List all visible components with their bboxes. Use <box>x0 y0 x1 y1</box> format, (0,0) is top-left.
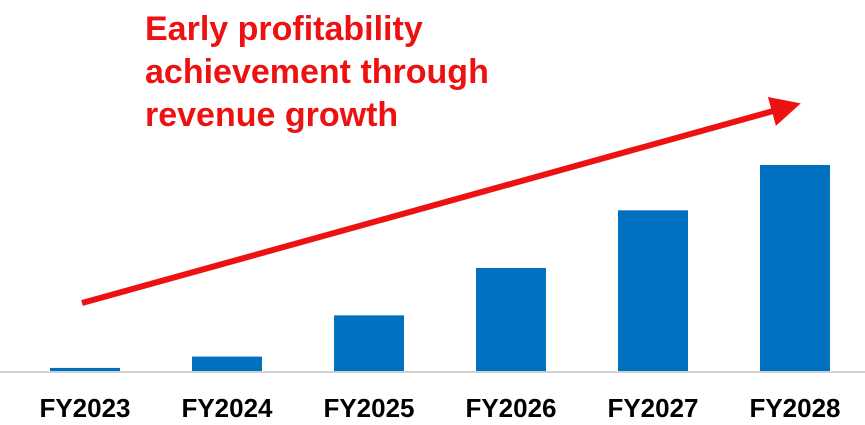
x-tick-label: FY2024 <box>181 393 273 423</box>
x-tick-label: FY2025 <box>323 393 414 423</box>
bar <box>760 165 830 371</box>
x-tick-label: FY2026 <box>465 393 556 423</box>
x-tick-label: FY2023 <box>39 393 130 423</box>
bar <box>618 210 688 371</box>
chart-title: Early profitability achievement through … <box>145 10 489 134</box>
x-tick-label: FY2027 <box>607 393 698 423</box>
bar <box>50 367 120 371</box>
bar <box>334 315 404 371</box>
x-tick-label: FY2028 <box>749 393 840 423</box>
growth-arrow <box>81 96 801 306</box>
bar <box>476 268 546 371</box>
bar <box>192 356 262 371</box>
